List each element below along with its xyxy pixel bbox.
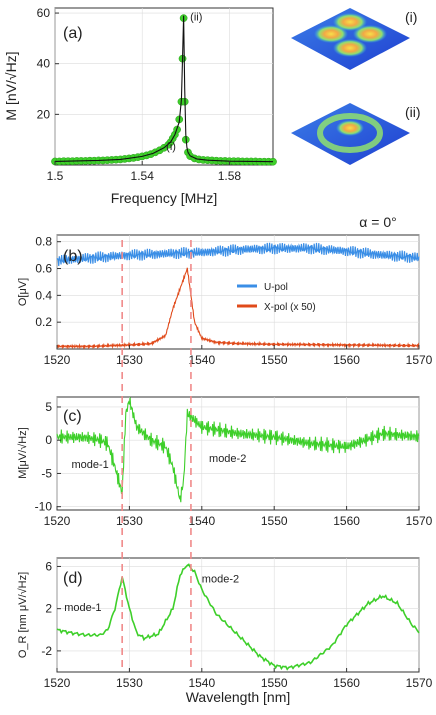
inset-i-plate: [291, 8, 410, 70]
x-tick-label: 1550: [261, 353, 288, 367]
panel-a-marks: [51, 14, 277, 166]
x-tick-label: 1.5: [47, 169, 64, 183]
panel-b-marks: [56, 242, 420, 350]
panel-d-ylabel: O_R [nm μV/√Hz]: [17, 572, 29, 658]
panel-d-marks: [56, 563, 420, 671]
panel-a-xlabel: Frequency [MHz]: [111, 190, 218, 206]
y-tick-label: 0.6: [35, 262, 52, 276]
panel-d-response-chart: 1520 1530 1540 1550 1560 1570-226 (d) mode-1 …: [17, 557, 433, 705]
panel-a-frame: [54, 7, 274, 166]
x-tick-label: 1520: [44, 514, 71, 528]
legend-label-u-pol: U-pol: [264, 282, 288, 293]
panel-c-label: (c): [63, 408, 82, 425]
inset-ii-label: (ii): [405, 104, 421, 120]
x-tick-label: 1530: [116, 514, 143, 528]
x-tick-label: 1550: [261, 676, 288, 690]
x-tick-label: 1550: [261, 514, 288, 528]
panel-c-ticks: 1520 1530 1540 1550 1560 1570 -10 -5 0 5: [35, 400, 433, 528]
panel-d-xlabel: Wavelength [nm]: [186, 689, 291, 705]
x-tick-label: 1520: [44, 676, 71, 690]
panel-d-annotation-mode-1: mode-1: [64, 602, 101, 614]
x-tick-label: 1570: [406, 353, 433, 367]
panel-b-optical-signal-chart: α = 0° 1520 1530 1540 1550 1560 1570 0.2 0.4 0.6…: [17, 214, 433, 367]
inset-i-lobe: [333, 39, 367, 57]
panel-d-grid: [56, 558, 420, 672]
x-tick-label: 1520: [44, 353, 71, 367]
series-line-x-pol: [56, 267, 420, 350]
y-tick-label: -10: [35, 500, 53, 514]
panel-d-ticks: 1520 1530 1540 1550 1560 1570 -2 2 6: [41, 559, 432, 690]
series-line: [56, 563, 420, 671]
x-tick-label: 1570: [406, 676, 433, 690]
panel-c-annotation-mode-2: mode-2: [209, 453, 246, 465]
panel-b-label: (b): [63, 248, 83, 265]
inset-i-lobe: [353, 25, 387, 43]
panel-c-ylabel: M[μV/√Hz]: [17, 427, 29, 479]
y-tick-label: -2: [41, 644, 52, 658]
y-tick-label: 0.4: [35, 288, 52, 302]
panel-b-title: α = 0°: [359, 214, 396, 230]
panel-a-ylabel: M [nV/√Hz]: [3, 51, 19, 120]
x-tick-label: 1560: [333, 676, 360, 690]
panel-b-legend: U-pol X-pol (x 50): [237, 282, 316, 313]
x-tick-label: 1.58: [218, 169, 242, 183]
panel-c-annotation-mode-1: mode-1: [71, 459, 108, 471]
x-tick-label: 1570: [406, 514, 433, 528]
mode-guide-lines: [121, 240, 192, 672]
panel-a-annotation-ii: (ii): [190, 12, 202, 24]
legend-label-x-pol: X-pol (x 50): [264, 302, 316, 313]
inset-ii-peak: [336, 120, 364, 136]
inset-i-label: (i): [405, 9, 417, 25]
panel-c-magnetic-signal-chart: 1520 1530 1540 1550 1560 1570 -10 -5 0 5 (c) mode…: [17, 396, 433, 528]
inset-i-lobe: [333, 13, 367, 31]
panel-a-grid: [54, 8, 273, 165]
inset-i-mode-shape: (i): [291, 8, 417, 70]
x-tick-label: 1560: [333, 514, 360, 528]
panel-d-label: (d): [63, 570, 83, 587]
y-tick-label: 6: [45, 559, 52, 573]
series-line: [56, 397, 420, 503]
y-tick-label: 60: [37, 6, 51, 20]
y-tick-label: 5: [45, 400, 52, 414]
panel-a-label: (a): [63, 25, 83, 42]
panel-d-annotation-mode-2: mode-2: [202, 573, 239, 585]
inset-ii-mode-shape: (ii): [291, 103, 421, 165]
x-tick-label: 1.54: [131, 169, 155, 183]
x-tick-label: 1530: [116, 676, 143, 690]
x-tick-label: 1540: [188, 676, 215, 690]
x-tick-label: 1540: [188, 514, 215, 528]
y-tick-label: 2: [45, 602, 52, 616]
y-tick-label: 0: [45, 433, 52, 447]
series-line-u-pol: [56, 242, 420, 266]
y-tick-label: 40: [37, 57, 51, 71]
panel-b-ylabel: O[μV]: [17, 278, 29, 306]
panel-a-annotation-i: (i): [166, 141, 176, 153]
inset-i-lobe: [314, 25, 348, 43]
fit-line: [54, 15, 274, 163]
panel-c-marks: [56, 397, 420, 503]
y-tick-label: 0.8: [35, 235, 52, 249]
x-tick-label: 1540: [188, 353, 215, 367]
inset-ii-ring: [317, 113, 383, 153]
x-tick-label: 1530: [116, 353, 143, 367]
panel-a-ticks: 1.5 1.54 1.58 20 40 60: [37, 6, 242, 183]
y-tick-label: 0.2: [35, 315, 52, 329]
panel-a-resonance-chart: 1.5 1.54 1.58 20 40 60 (a) (i) (ii) Frequency…: [3, 6, 277, 206]
x-tick-label: 1560: [333, 353, 360, 367]
panel-b-ticks: 1520 1530 1540 1550 1560 1570 0.2 0.4 0.6 0.8: [35, 235, 432, 367]
y-tick-label: 20: [37, 107, 51, 121]
y-tick-label: -5: [41, 466, 52, 480]
